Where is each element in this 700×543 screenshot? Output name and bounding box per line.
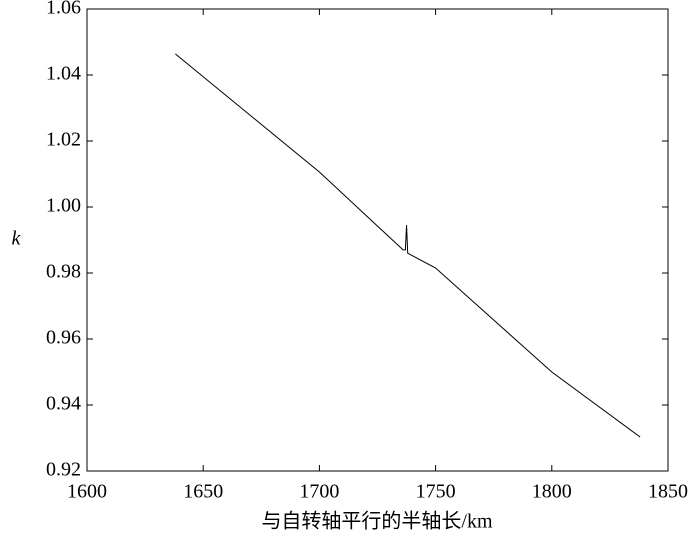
x-tick-label: 1650 xyxy=(183,481,223,503)
y-tick-label: 1.00 xyxy=(46,195,81,217)
x-tick-label: 1850 xyxy=(648,481,688,503)
y-tick-label: 0.96 xyxy=(46,327,81,349)
x-axis-label: 与自转轴平行的半轴长/km xyxy=(261,510,493,533)
y-tick-label: 1.06 xyxy=(46,0,81,19)
x-tick-label: 1700 xyxy=(299,481,339,503)
x-tick-label: 1800 xyxy=(532,481,572,503)
data-line xyxy=(174,53,641,438)
y-tick-label: 0.92 xyxy=(46,459,81,481)
x-tick-label: 1600 xyxy=(67,481,107,503)
y-tick-label: 0.94 xyxy=(46,393,81,415)
y-tick-label: 0.98 xyxy=(46,261,81,283)
y-axis-label: k xyxy=(12,228,22,250)
y-tick-label: 1.04 xyxy=(46,63,81,85)
y-tick-label: 1.02 xyxy=(46,129,81,151)
plot-frame xyxy=(86,8,669,472)
x-tick-label: 1750 xyxy=(416,481,456,503)
